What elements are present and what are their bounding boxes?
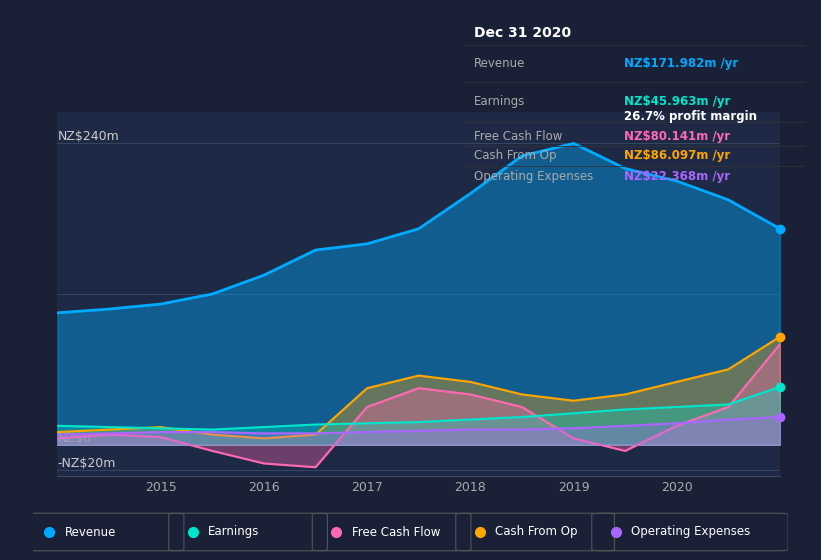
Text: Cash From Op: Cash From Op xyxy=(495,525,578,539)
Text: NZ$0: NZ$0 xyxy=(57,432,91,445)
Text: -NZ$20m: -NZ$20m xyxy=(57,457,116,470)
Text: NZ$171.982m /yr: NZ$171.982m /yr xyxy=(624,57,738,70)
Text: Free Cash Flow: Free Cash Flow xyxy=(474,130,562,143)
Text: Revenue: Revenue xyxy=(474,57,525,70)
Text: NZ$45.963m /yr: NZ$45.963m /yr xyxy=(624,95,731,108)
Text: NZ$22.368m /yr: NZ$22.368m /yr xyxy=(624,170,730,183)
Text: Revenue: Revenue xyxy=(65,525,116,539)
Text: Earnings: Earnings xyxy=(208,525,259,539)
Text: Operating Expenses: Operating Expenses xyxy=(474,170,594,183)
Text: Dec 31 2020: Dec 31 2020 xyxy=(474,26,571,40)
Text: Earnings: Earnings xyxy=(474,95,525,108)
Text: NZ$240m: NZ$240m xyxy=(57,130,119,143)
Text: Free Cash Flow: Free Cash Flow xyxy=(351,525,440,539)
Text: Operating Expenses: Operating Expenses xyxy=(631,525,750,539)
Text: NZ$86.097m /yr: NZ$86.097m /yr xyxy=(624,150,730,162)
Text: Cash From Op: Cash From Op xyxy=(474,150,557,162)
Text: NZ$80.141m /yr: NZ$80.141m /yr xyxy=(624,130,730,143)
Text: 26.7% profit margin: 26.7% profit margin xyxy=(624,110,757,123)
